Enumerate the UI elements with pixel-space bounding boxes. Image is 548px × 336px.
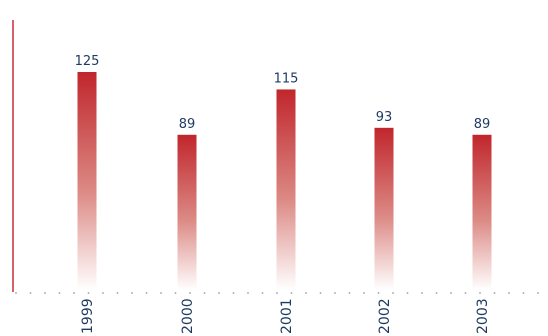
- value-label-2001: 115: [274, 71, 299, 86]
- baseline-dot: [290, 292, 293, 294]
- baseline-dot: [203, 292, 206, 294]
- baseline-dot: [174, 292, 177, 294]
- x-axis-baseline: [15, 292, 539, 294]
- baseline-dot: [116, 292, 119, 294]
- baseline-dot: [348, 292, 351, 294]
- baseline-dot: [522, 292, 525, 294]
- baseline-dot: [232, 292, 235, 294]
- baseline-dot: [450, 292, 452, 294]
- baseline-dot: [493, 292, 496, 294]
- baseline-dot: [276, 292, 278, 294]
- baseline-dot: [145, 292, 148, 294]
- bar-2003: [472, 134, 492, 290]
- bar-2002: [374, 127, 394, 290]
- baseline-dot: [319, 292, 322, 294]
- baseline-dot: [15, 292, 17, 294]
- baseline-dot: [435, 292, 438, 294]
- value-label-2002: 93: [376, 110, 393, 125]
- baseline-dot: [479, 292, 481, 294]
- baseline-dot: [102, 292, 104, 294]
- baseline-dot: [464, 292, 467, 294]
- baseline-dot: [377, 292, 380, 294]
- value-label-1999: 125: [75, 54, 100, 69]
- value-label-2003: 89: [474, 117, 491, 132]
- bar-1999: [77, 72, 97, 290]
- x-tick-label-2002: 2002: [377, 298, 393, 334]
- baseline-dot: [73, 292, 75, 294]
- baseline-dot: [44, 292, 46, 294]
- baseline-dot: [305, 292, 307, 294]
- baseline-dot: [406, 292, 409, 294]
- x-tick-label-1999: 1999: [80, 298, 96, 334]
- baseline-dot: [363, 292, 365, 294]
- baseline-dot: [261, 292, 264, 294]
- value-labels-group: 125 89 115 93 89: [75, 54, 491, 132]
- baseline-dot: [508, 292, 510, 294]
- x-tick-labels-group: 1999 2000 2001 2002 2003: [80, 298, 491, 334]
- baseline-dot: [58, 292, 61, 294]
- bars-group: [77, 72, 492, 290]
- value-label-2000: 89: [179, 117, 196, 132]
- bar-2000: [177, 134, 197, 290]
- x-tick-label-2001: 2001: [279, 298, 295, 334]
- baseline-dot: [247, 292, 249, 294]
- baseline-dot: [87, 292, 90, 294]
- baseline-dot: [189, 292, 191, 294]
- baseline-dot: [334, 292, 336, 294]
- x-tick-label-2000: 2000: [180, 298, 196, 334]
- baseline-dot: [160, 292, 162, 294]
- baseline-dot: [392, 292, 394, 294]
- x-tick-label-2003: 2003: [475, 298, 491, 334]
- baseline-dot: [421, 292, 423, 294]
- baseline-dot: [131, 292, 133, 294]
- baseline-dot: [218, 292, 220, 294]
- bar-2001: [276, 89, 296, 290]
- baseline-dot: [29, 292, 32, 294]
- baseline-dot: [537, 292, 539, 294]
